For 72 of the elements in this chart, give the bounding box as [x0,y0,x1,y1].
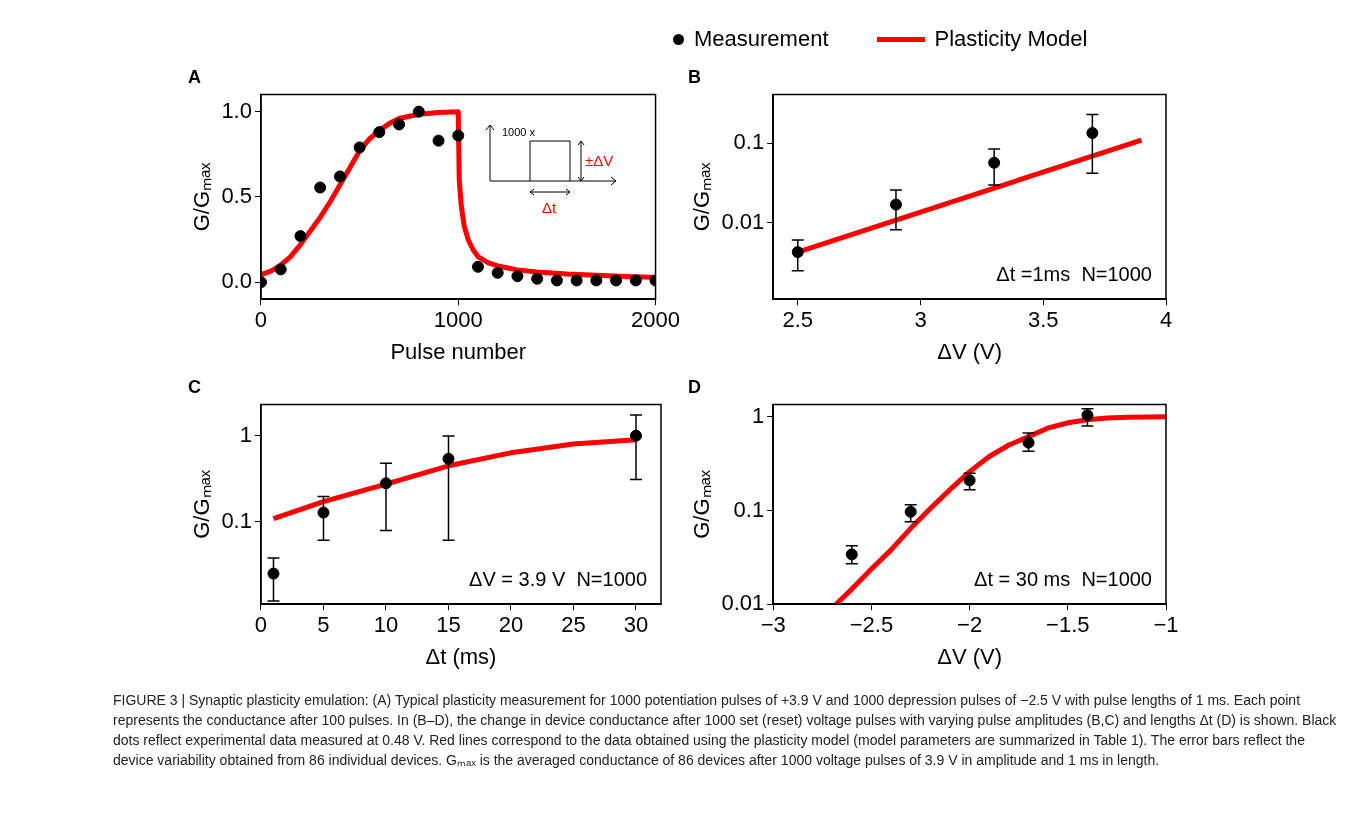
point [412,105,425,118]
y-tick-label: 1.0 [221,97,252,123]
point [452,129,465,142]
annotation: ±ΔV [585,152,614,169]
x-tick-label: −1.5 [1046,612,1090,638]
annotation: Δt [542,199,558,216]
caption: FIGURE 3 | Synaptic plasticity emulation: (A) Typical plasticity measurement for 1000 potentiation pulses of +3.9 V and 1000 depression pulses of −2.5 V with pulse lengths of 1 ms. Each point represents the conductance after 100 pulses. In (B–D), the change in device conductance after 1000 set (reset) voltage pulses with varying pulse amplitudes (B,C) and lengths Δt (D) is shown. Black dots reflect experimental data measured at 0.48 V. Red lines correspond to the data obtained using the plasticity model (model parameters are summarized in Table 1). The error bars reflect the device variability obtained from 86 individual devices. Gₘₐₓ is the averaged conductance of 86 devices after 1000 voltage pulses of 3.9 V in amplitude and 1 ms in length. [113,691,1338,770]
x-tick-label: 5 [317,612,330,638]
y-axis-title: G/Gₘₐₓ [189,161,215,232]
point [531,272,544,285]
y-tick-label: 0.5 [221,182,252,208]
x-tick-label: −2.5 [849,612,894,638]
x-tick-label: 25 [561,612,586,638]
x-tick-label: 3 [914,307,927,333]
point [610,274,623,287]
x-axis-title: Pulse number [390,338,527,364]
point [1086,126,1099,139]
chart-title: D [688,376,701,397]
y-tick-label: 1 [751,402,765,428]
point [432,134,445,147]
point [590,274,603,287]
x-axis-title: Δt (ms) [425,643,497,669]
point [333,170,346,183]
annotation: Δt = 30 ms N=1000 [974,567,1152,590]
point [471,260,484,273]
point [353,141,366,154]
x-axis-title: ΔV (V) [937,338,1003,364]
annotation: ΔV = 3.9 V N=1000 [469,567,647,590]
x-tick-label: 3.5 [1027,307,1059,333]
x-tick-label: 20 [498,612,524,638]
legend-label: Plasticity Model [934,26,1088,52]
point [963,474,976,487]
x-tick-label: 30 [623,612,649,638]
x-tick-label: −2 [957,612,983,638]
point [442,452,455,465]
x-tick-label: 2.5 [782,307,814,333]
chart-title: C [188,376,201,397]
point [1081,409,1094,422]
point [491,266,504,279]
y-tick-label: 0.01 [721,208,765,234]
x-tick-label: 0 [254,612,268,638]
y-tick-label: 0.1 [733,129,765,155]
annotation: Δt =1ms N=1000 [996,262,1152,285]
y-tick-label: 0.1 [221,507,252,533]
y-tick-label: 0.0 [221,268,252,294]
point [904,505,917,518]
point [550,274,563,287]
x-axis-title: ΔV (V) [937,643,1003,669]
point [629,274,642,287]
chart-title: A [188,66,201,87]
annotation: 1000 x [502,126,536,138]
point [294,230,307,243]
chart-title: B [688,66,701,87]
y-axis-title: G/Gₘₐₓ [689,469,715,539]
point [511,270,524,283]
x-tick-label: 4 [1159,307,1173,333]
x-tick-label: 2000 [631,307,681,333]
point [314,181,327,194]
legend-label: Measurement [694,26,829,52]
x-tick-label: −1 [1153,612,1179,638]
y-tick-label: 1 [239,421,252,447]
x-tick-label: 10 [373,612,399,638]
point [393,118,406,131]
point [570,274,583,287]
y-axis-title: G/Gₘₐₓ [189,469,215,539]
point [274,263,287,276]
x-tick-label: 0 [254,307,268,333]
point [373,126,386,139]
x-tick-label: 15 [436,612,461,638]
x-tick-label: 1000 [433,307,483,333]
y-tick-label: 0.1 [733,496,765,522]
y-axis-title: G/Gₘₐₓ [689,161,715,232]
